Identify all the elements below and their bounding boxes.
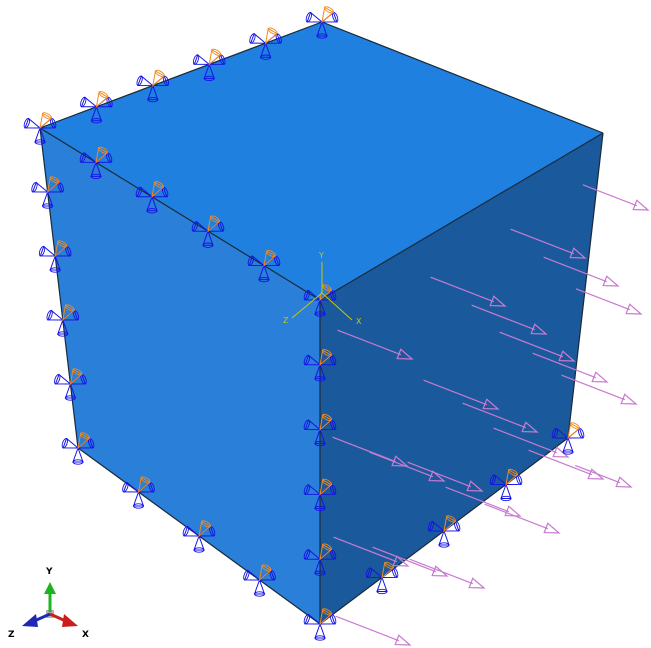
boundary-condition-symbol [303, 543, 337, 576]
boundary-condition-symbol [303, 413, 337, 447]
boundary-condition-symbol [31, 176, 64, 209]
load-arrow [407, 461, 484, 492]
load-arrow [582, 184, 650, 211]
csys-z-axis [291, 292, 323, 319]
cube-edge [319, 132, 604, 301]
load-arrow [532, 352, 609, 383]
cube-edges [39, 21, 604, 625]
load-arrow [574, 464, 633, 488]
boundary-condition-symbol [136, 69, 170, 103]
boundary-condition-symbol [249, 27, 282, 60]
cube-edge [39, 127, 79, 449]
cube-edge [321, 21, 604, 134]
triad-z-arrow [22, 614, 38, 627]
csys-x-label: X [356, 317, 362, 326]
boundary-condition-symbol [303, 478, 337, 512]
csys-y-label: Y [318, 251, 324, 260]
cube-part[interactable] [39, 21, 604, 625]
cube-edge [567, 132, 604, 439]
boundary-condition-symbol [61, 432, 95, 465]
boundary-condition-symbol [247, 249, 281, 283]
datum-csys-icon: Y X Z [283, 251, 362, 326]
boundary-condition-symbol [427, 515, 461, 548]
boundary-condition-symbol [489, 468, 523, 502]
boundary-condition-symbol [79, 146, 113, 180]
load-arrow [332, 436, 409, 467]
load-arrow [484, 503, 561, 534]
boundary-condition-symbols [23, 6, 585, 641]
cube-right-face[interactable] [320, 133, 603, 624]
boundary-condition-symbol [54, 368, 87, 401]
boundary-condition-symbol [192, 48, 226, 82]
cube-top-face[interactable] [40, 22, 603, 300]
load-arrow [430, 276, 507, 307]
boundary-condition-symbol [122, 476, 155, 509]
load-arrow [462, 402, 539, 433]
boundary-condition-symbol [23, 112, 57, 145]
boundary-condition-symbol [303, 284, 337, 317]
load-arrow [493, 427, 570, 458]
load-arrow [423, 379, 500, 410]
boundary-condition-symbol [46, 304, 80, 337]
triad-y-label: Y [45, 567, 53, 577]
boundary-condition-symbol [303, 608, 337, 641]
boundary-condition-symbol [305, 6, 339, 39]
cube-front-face[interactable] [40, 128, 320, 624]
cube-edge [39, 21, 323, 129]
boundary-condition-symbol [135, 181, 169, 214]
load-arrow [471, 304, 548, 335]
load-arrow [369, 451, 446, 482]
triad-z-label: Z [8, 630, 15, 640]
view-triad-icon: Y X Z [8, 567, 89, 640]
boundary-condition-symbol [551, 422, 585, 455]
load-arrow [575, 288, 643, 315]
load-arrow [445, 486, 522, 517]
load-arrow [561, 374, 638, 405]
csys-x-axis [321, 292, 353, 321]
cube-edge [39, 127, 321, 301]
load-arrow [543, 256, 620, 287]
boundary-condition-symbol [80, 91, 113, 124]
load-arrow [337, 329, 414, 360]
boundary-condition-symbol [303, 349, 337, 382]
load-arrow [510, 228, 587, 259]
load-arrow [409, 558, 486, 589]
triad-x-arrow [62, 614, 78, 627]
pressure-load-arrows [332, 184, 650, 646]
csys-z-label: Z [283, 316, 289, 325]
triad-y-arrow [44, 582, 56, 594]
boundary-condition-symbol [243, 564, 276, 597]
load-arrow [335, 615, 412, 646]
boundary-condition-symbol [182, 520, 216, 553]
load-arrow [333, 536, 410, 567]
load-arrow [499, 331, 576, 362]
triad-x-label: X [82, 630, 89, 640]
boundary-condition-symbol [191, 215, 225, 248]
boundary-condition-symbol [365, 561, 399, 595]
boundary-condition-symbol [38, 240, 72, 273]
